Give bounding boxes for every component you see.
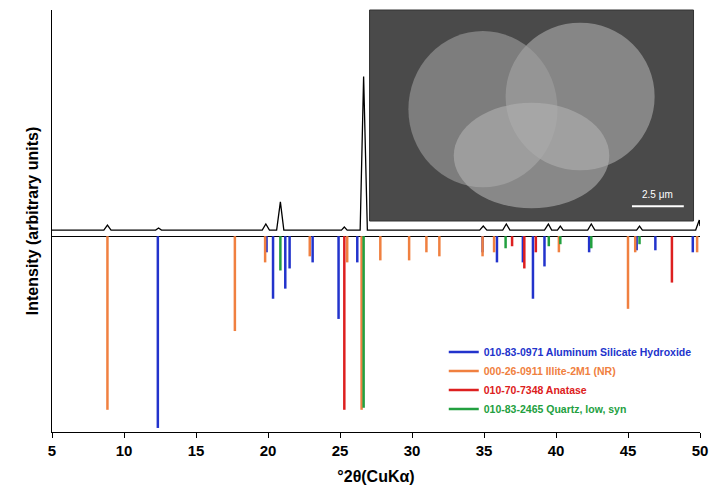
svg-text:010-83-0971 Aluminum Silicate: 010-83-0971 Aluminum Silicate Hydroxide: [484, 346, 692, 358]
svg-text:2.5 μm: 2.5 μm: [642, 189, 673, 200]
svg-text:°2θ(CuKα): °2θ(CuKα): [337, 468, 414, 485]
svg-text:5: 5: [48, 442, 56, 459]
svg-text:50: 50: [692, 442, 709, 459]
svg-text:010-70-7348 Anatase: 010-70-7348 Anatase: [484, 384, 587, 396]
svg-text:40: 40: [548, 442, 565, 459]
svg-text:010-83-2465 Quartz, low, syn: 010-83-2465 Quartz, low, syn: [484, 403, 627, 415]
svg-text:000-26-0911 Illite-2M1 (NR): 000-26-0911 Illite-2M1 (NR): [484, 365, 616, 377]
svg-text:35: 35: [476, 442, 493, 459]
svg-text:20: 20: [260, 442, 277, 459]
svg-text:25: 25: [332, 442, 349, 459]
svg-text:45: 45: [620, 442, 637, 459]
svg-text:Intensity (arbitrary units): Intensity (arbitrary units): [24, 127, 41, 315]
svg-text:15: 15: [188, 442, 205, 459]
svg-text:10: 10: [116, 442, 133, 459]
svg-text:30: 30: [404, 442, 421, 459]
